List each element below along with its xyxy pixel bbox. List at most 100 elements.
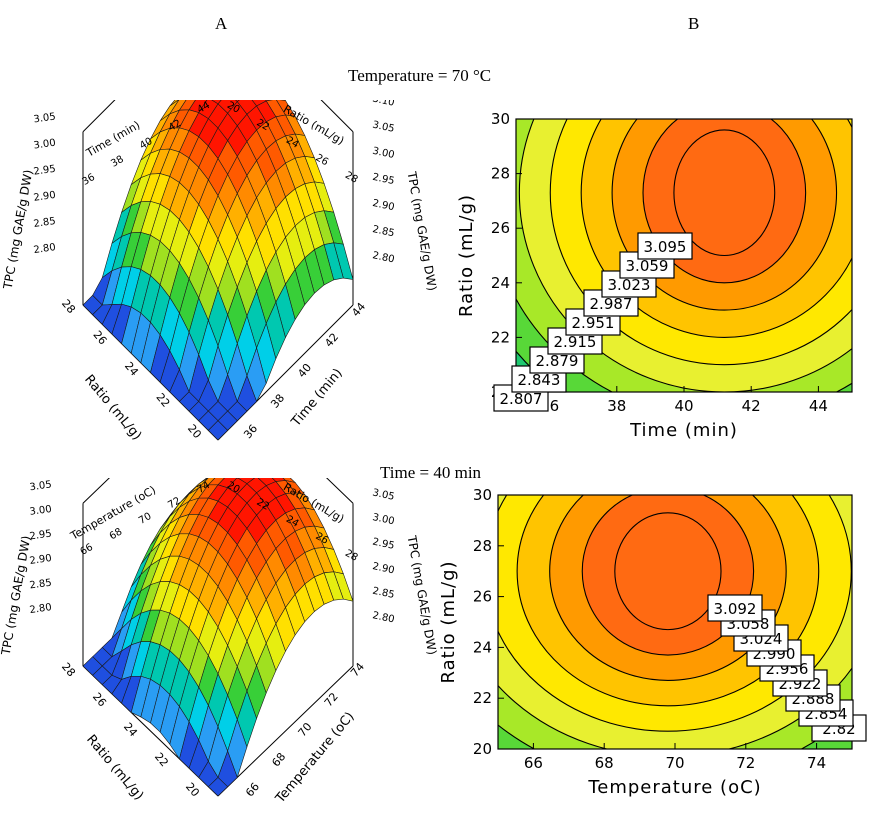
x-tick-label: 72 [736, 754, 755, 772]
surface-cell [207, 777, 229, 797]
contour-plot-top: 3638404244202224262830Time (min)Ratio (m… [456, 110, 853, 441]
z-tick-label-right: 3.10 [371, 100, 395, 109]
z-tick-label-right: 3.05 [371, 487, 395, 502]
front-x-tick-label: 36 [241, 422, 260, 441]
z-tick-label-right: 2.95 [371, 537, 395, 552]
z-tick-label-left: 2.80 [29, 602, 53, 616]
surface-mesh [82, 478, 354, 797]
z-tick-label-left: 2.80 [33, 242, 57, 256]
x-tick-label: 38 [607, 397, 626, 415]
z-tick-label-right: 2.90 [371, 198, 395, 213]
front-x-tick-label: 66 [243, 780, 262, 799]
front-y-tick-label: 26 [90, 690, 109, 709]
front-x-tick-label: 40 [295, 361, 314, 380]
caption-top: Temperature = 70 °C [348, 66, 492, 85]
back-x-tick-label: 66 [78, 542, 95, 558]
x-tick-label: 66 [524, 754, 543, 772]
x-tick-label: 74 [807, 754, 826, 772]
y-tick-label: 26 [473, 588, 492, 606]
front-x-tick-label: 68 [269, 750, 288, 769]
axis-line [217, 665, 354, 797]
front-y-axis-label: Ratio (mL/g) [81, 372, 144, 443]
front-x-axis-label: Time (min) [288, 366, 346, 430]
contour-level-label: 3.095 [637, 232, 693, 260]
y-tick-label: 28 [491, 165, 510, 183]
front-x-tick-label: 74 [348, 660, 367, 679]
y-tick-label: 24 [473, 638, 492, 656]
contour-level-value: 2.807 [500, 390, 543, 408]
panel-a-label: A [215, 14, 228, 33]
surface-mesh [82, 100, 354, 441]
front-y-tick-label: 28 [59, 297, 78, 316]
z-tick-label-left: 3.05 [33, 111, 57, 125]
y-tick-label: 30 [473, 486, 492, 504]
z-tick-label-right: 3.05 [371, 120, 395, 135]
front-y-tick-label: 20 [185, 422, 204, 441]
back-x-tick-label: 38 [109, 154, 126, 170]
front-y-tick-label: 28 [59, 660, 78, 679]
back-x-axis-label: Time (min) [83, 118, 142, 160]
back-y-tick-label: 28 [343, 548, 360, 564]
contour-level-label: 2.879 [529, 346, 585, 374]
x-tick-label: 70 [665, 754, 684, 772]
contour-level-value: 3.092 [714, 600, 757, 618]
y-tick-label: 28 [473, 537, 492, 555]
z-tick-label-left: 2.95 [33, 164, 57, 178]
back-x-tick-label: 70 [137, 511, 154, 527]
surface-plot-bottom: 2.80 2.80 2.85 2.85 2.90 2.90 2.95 2.95 3.00 3.00… [0, 478, 439, 807]
surface-cell [207, 420, 229, 441]
z-tick-label-left: 2.95 [29, 528, 53, 542]
axis-line [320, 100, 354, 133]
x-tick-label: 68 [595, 754, 614, 772]
axis-line [82, 478, 110, 504]
label-box [707, 594, 763, 622]
axis-line [82, 100, 116, 133]
z-tick-label-right: 3.00 [371, 146, 395, 161]
z-tick-label-left: 2.90 [33, 190, 57, 204]
front-x-tick-label: 44 [349, 300, 368, 319]
y-axis-label: Ratio (mL/g) [456, 194, 477, 317]
y-tick-label: 24 [491, 274, 510, 292]
contour-level-value: 3.059 [626, 257, 669, 275]
caption-bottom: Time = 40 min [380, 463, 482, 482]
y-tick-label: 22 [491, 328, 510, 346]
z-tick-label-left: 3.00 [33, 138, 57, 152]
front-x-tick-label: 38 [268, 392, 287, 411]
z-tick-label-left: 3.05 [29, 479, 53, 493]
y-axis-label: Ratio (mL/g) [438, 560, 459, 683]
y-tick-label: 30 [491, 110, 510, 128]
z-tick-label-right: 2.80 [371, 250, 395, 265]
contour-level-label: 3.092 [707, 594, 763, 622]
front-y-axis-label: Ratio (mL/g) [83, 732, 146, 803]
x-tick-label: 42 [742, 397, 761, 415]
front-y-tick-label: 22 [152, 750, 171, 769]
x-axis-label: Temperature (oC) [587, 777, 761, 798]
contour-level-value: 3.095 [644, 238, 687, 256]
z-tick-label-left: 2.85 [29, 578, 53, 592]
contour-level-value: 2.915 [554, 333, 597, 351]
contour-level-value: 2.951 [572, 314, 615, 332]
contour-line [673, 129, 776, 257]
contour-level-value: 2.879 [536, 352, 579, 370]
z-tick-label-left: 3.00 [29, 504, 53, 518]
x-tick-label: 40 [674, 397, 693, 415]
contour-level-value: 2.987 [590, 295, 633, 313]
y-tick-label: 26 [491, 219, 510, 237]
x-tick-label: 44 [809, 397, 828, 415]
axis-line [326, 478, 354, 504]
contour-bands [498, 495, 852, 749]
z-axis-label-left: TPC (mg GAE/g DW) [0, 169, 35, 292]
front-y-tick-label: 26 [90, 328, 109, 347]
z-tick-label-left: 2.90 [29, 553, 53, 567]
surface-cell [211, 100, 222, 105]
z-tick-label-right: 2.90 [371, 561, 395, 576]
front-y-tick-label: 22 [153, 391, 172, 410]
panel-b-label: B [688, 14, 700, 33]
y-tick-label: 22 [473, 689, 492, 707]
back-x-tick-label: 68 [108, 526, 125, 542]
contour-level-value: 3.023 [608, 276, 651, 294]
contour-plot-bottom: 66 68 70 72 74 20 22 24 26 28 30 Temperature (oC) Ra… [438, 486, 867, 798]
front-y-tick-label: 24 [122, 359, 141, 378]
z-tick-label-right: 3.00 [371, 512, 395, 527]
label-box [637, 232, 693, 260]
